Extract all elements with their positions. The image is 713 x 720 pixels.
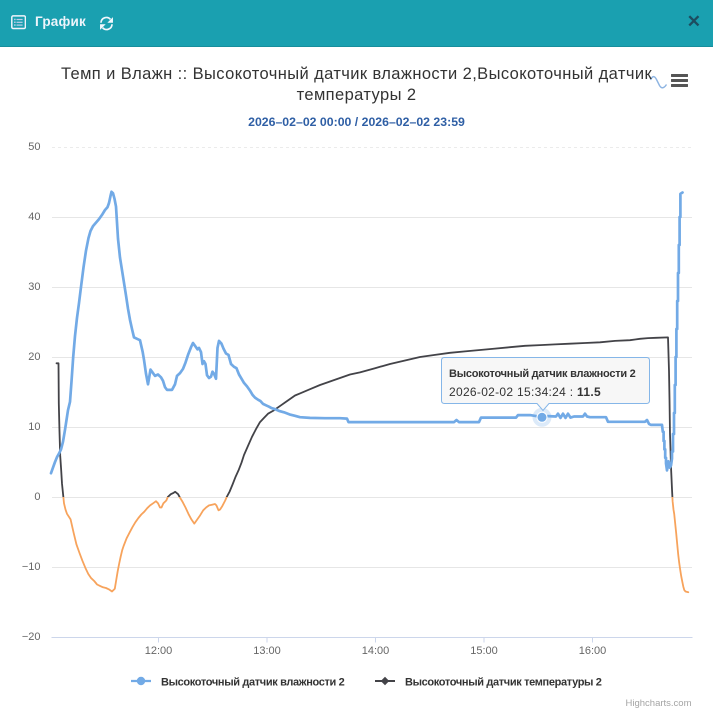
svg-text:13:00: 13:00 [253,645,281,657]
svg-text:Highcharts.com: Highcharts.com [626,698,692,709]
svg-text:50: 50 [28,141,40,153]
svg-text:14:00: 14:00 [362,645,390,657]
svg-text:30: 30 [28,281,40,293]
svg-text:12:00: 12:00 [145,645,173,657]
svg-text:10: 10 [28,421,40,433]
svg-text:−20: −20 [22,631,41,643]
svg-text:0: 0 [34,491,40,503]
svg-text:Высокоточный датчик влажности: Высокоточный датчик влажности 2 [449,368,636,380]
svg-text:Высокоточный датчик влажности: Высокоточный датчик влажности 2 [161,677,345,689]
svg-text:40: 40 [28,211,40,223]
svg-text:−10: −10 [22,561,41,573]
svg-text:Высокоточный датчик температур: Высокоточный датчик температуры 2 [405,677,602,689]
svg-text:15:00: 15:00 [470,645,498,657]
svg-text:16:00: 16:00 [579,645,607,657]
svg-text:2026-02-02 15:34:24 : 11.5: 2026-02-02 15:34:24 : 11.5 [449,385,601,399]
svg-text:20: 20 [28,351,40,363]
